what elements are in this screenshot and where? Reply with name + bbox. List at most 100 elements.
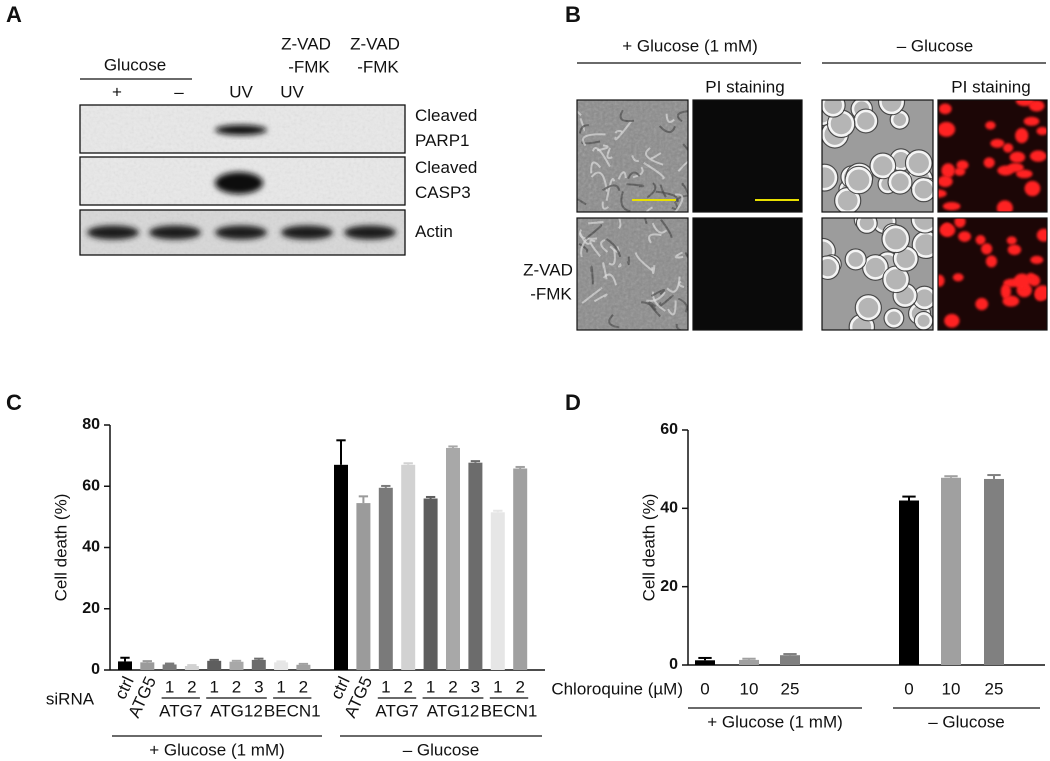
cell — [857, 218, 877, 233]
x-tick-label: 0 — [904, 679, 913, 698]
header-label: Glucose — [104, 55, 166, 74]
x-tick-label: 1 — [165, 677, 174, 696]
cell — [888, 170, 912, 194]
cell — [863, 255, 888, 280]
nucleus — [941, 222, 953, 236]
cell-rim — [822, 100, 846, 118]
nucleus — [954, 218, 966, 228]
nucleus — [1036, 126, 1047, 136]
blot-label: PARP1 — [415, 131, 470, 150]
x-tick-label: 1 — [276, 677, 285, 696]
nucleus — [1016, 169, 1033, 179]
cell-rim — [883, 307, 905, 329]
nucleus — [938, 103, 952, 115]
subgroup-label: ATG12 — [210, 701, 263, 720]
bar — [780, 655, 800, 665]
error-bar — [276, 660, 286, 663]
bar — [941, 477, 961, 665]
cell-rim — [887, 169, 913, 195]
nucleus — [985, 255, 998, 268]
micrograph-content — [577, 100, 688, 212]
blot-frame — [79, 104, 406, 154]
error-bar — [944, 475, 958, 478]
cell — [879, 100, 904, 115]
x-tick-label: 2 — [232, 677, 241, 696]
bar — [984, 478, 1004, 665]
cell — [822, 256, 839, 279]
micrograph — [692, 217, 803, 331]
x-axis-label: Chloroquine (µM) — [551, 679, 683, 698]
micrograph-content — [938, 100, 1047, 212]
micrograph — [576, 99, 689, 213]
cell-rim — [877, 100, 906, 116]
nucleus — [1024, 180, 1041, 197]
x-tick-label: 3 — [254, 677, 263, 696]
y-tick-label: 20 — [82, 600, 100, 617]
error-bar — [698, 656, 712, 661]
bar — [468, 462, 483, 670]
cell — [870, 153, 895, 179]
band — [215, 125, 267, 135]
error-bar — [381, 484, 391, 488]
y-tick-label: 40 — [82, 539, 100, 556]
x-tick-label: 2 — [403, 677, 412, 696]
x-tick-label: 2 — [299, 677, 308, 696]
error-bar — [164, 662, 175, 665]
error-bar — [987, 474, 1001, 479]
y-tick-label: 0 — [91, 661, 100, 678]
y-tick-label: 40 — [660, 500, 678, 517]
cell — [883, 266, 909, 292]
blot-label: CASP3 — [415, 183, 471, 202]
cell-rim — [881, 224, 911, 254]
error-bar — [493, 509, 503, 513]
y-tick-label: 60 — [82, 477, 100, 494]
nucleus — [941, 163, 956, 178]
cell-rim — [853, 108, 879, 134]
error-bar — [298, 662, 309, 665]
y-tick-label: 60 — [660, 421, 678, 438]
nucleus — [990, 138, 1005, 148]
cell-rim — [855, 218, 878, 234]
group-label: + Glucose (1 mM) — [707, 712, 843, 731]
image-frame — [692, 217, 803, 331]
cell — [882, 225, 909, 252]
subgroup-label: BECN1 — [264, 701, 321, 720]
cell — [835, 188, 861, 212]
nucleus — [944, 313, 960, 328]
cell — [911, 218, 933, 233]
condition-label: + Glucose (1 mM) — [622, 36, 758, 55]
nucleus — [938, 175, 953, 188]
cell-rim — [904, 149, 933, 177]
cell — [913, 286, 933, 309]
x-tick-label: 1 — [493, 677, 502, 696]
image-grain — [577, 100, 688, 212]
bar — [490, 512, 505, 670]
nucleus — [981, 243, 993, 255]
nucleus — [952, 273, 964, 282]
band — [215, 172, 263, 194]
nucleus — [938, 274, 945, 287]
nucleus — [1009, 151, 1026, 163]
x-tick-label: 1 — [426, 677, 435, 696]
image-frame — [821, 99, 934, 213]
x-tick-label: 1 — [209, 677, 218, 696]
x-tick-label: 2 — [448, 677, 457, 696]
panel-label: D — [565, 390, 581, 415]
bar — [162, 664, 177, 670]
nucleus — [1034, 285, 1047, 300]
bar — [274, 662, 289, 670]
cell — [912, 231, 933, 258]
error-bar — [254, 657, 264, 660]
cell — [822, 100, 845, 117]
lane-label: UV — [229, 82, 253, 101]
micrograph-content — [822, 100, 933, 212]
y-axis-label: Cell death (%) — [51, 494, 70, 602]
y-tick-label: 0 — [669, 656, 678, 673]
image-grain — [577, 218, 688, 330]
treatment-label: -FMK — [357, 57, 399, 76]
cell — [854, 109, 878, 133]
bar — [334, 464, 348, 670]
lane-label: – — [174, 82, 184, 101]
bar — [695, 660, 715, 665]
nucleus — [996, 200, 1013, 212]
